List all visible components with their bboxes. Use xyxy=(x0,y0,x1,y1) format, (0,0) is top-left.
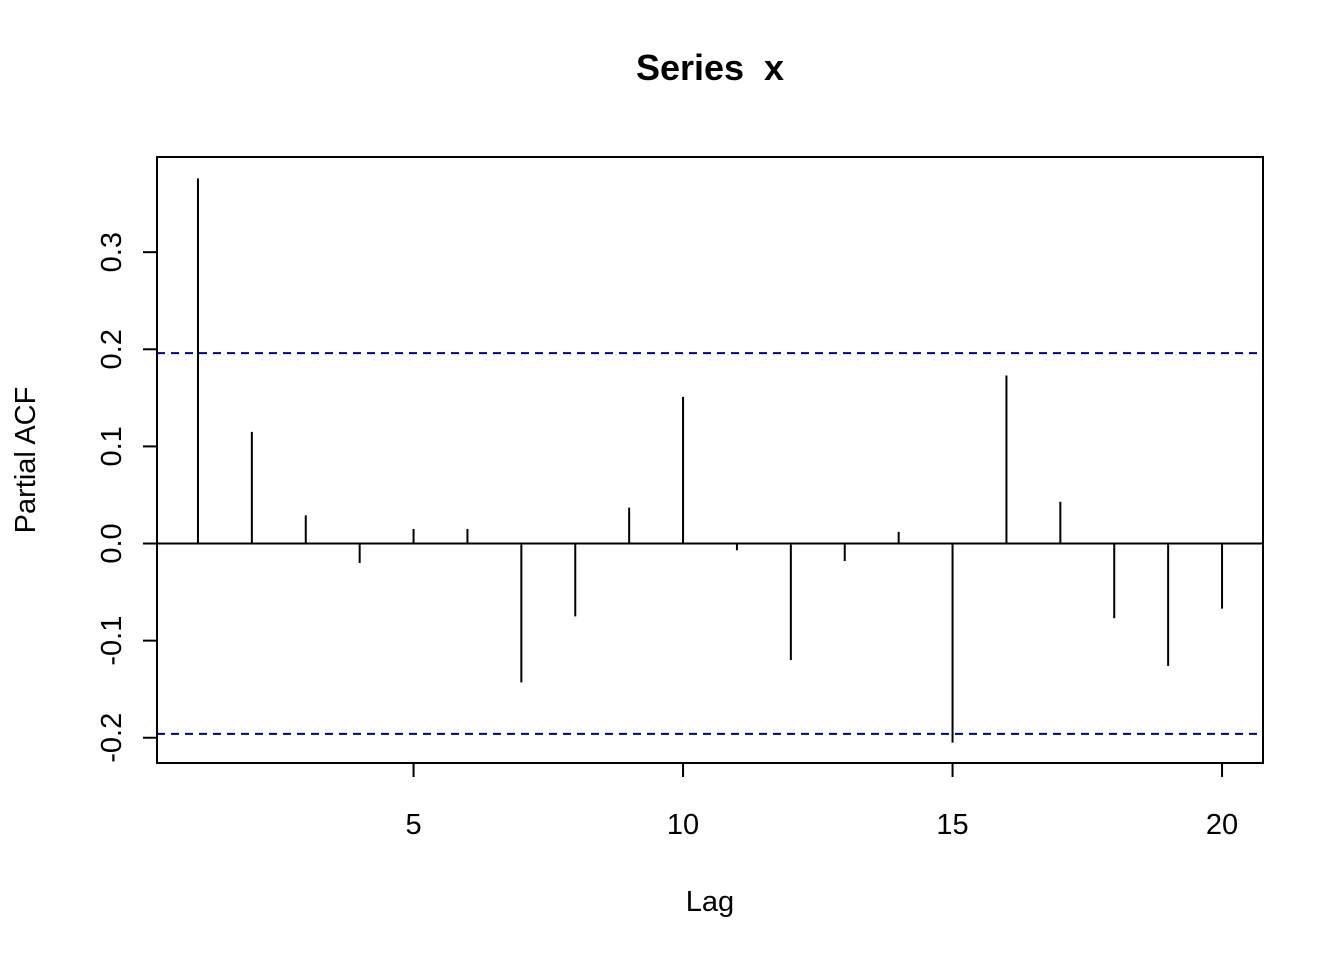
x-tick-label: 5 xyxy=(405,809,421,841)
y-tick-label: -0.1 xyxy=(96,616,128,666)
chart-title: Series x xyxy=(636,47,784,88)
x-tick-label: 15 xyxy=(936,809,968,841)
x-axis-label: Lag xyxy=(686,886,734,918)
y-tick-label: 0.2 xyxy=(96,329,128,369)
y-tick-label: 0.0 xyxy=(96,523,128,563)
x-tick-label: 20 xyxy=(1206,809,1238,841)
y-tick-label: 0.3 xyxy=(96,232,128,272)
y-tick-label: 0.1 xyxy=(96,426,128,466)
y-axis-label: Partial ACF xyxy=(10,387,42,534)
x-tick-label: 10 xyxy=(667,809,699,841)
y-tick-label: -0.2 xyxy=(96,713,128,763)
pacf-bars xyxy=(196,178,1224,743)
y-axis: -0.2 -0.1 0.0 0.1 0.2 0.3 xyxy=(96,232,158,763)
reference-lines xyxy=(157,352,1263,735)
plot-frame xyxy=(156,156,1264,764)
x-axis: 5 10 15 20 xyxy=(405,762,1238,841)
